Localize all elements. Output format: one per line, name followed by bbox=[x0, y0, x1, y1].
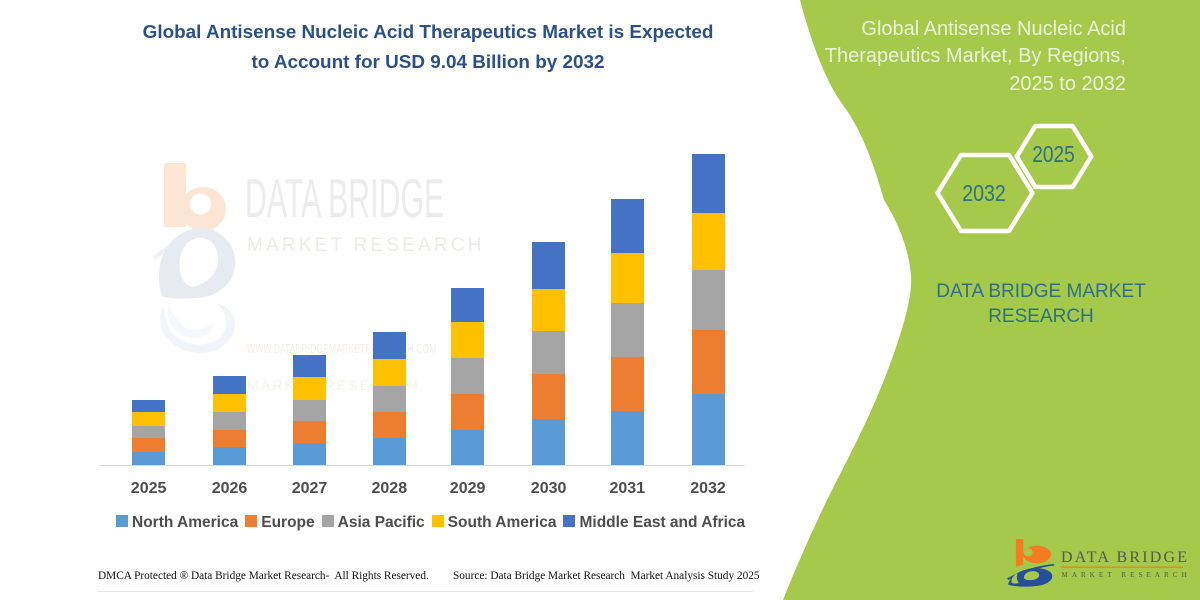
svg-text:MARKET RESEARCH: MARKET RESEARCH bbox=[1062, 571, 1191, 579]
svg-text:2032: 2032 bbox=[962, 180, 1006, 206]
svg-text:2025: 2025 bbox=[1032, 141, 1075, 167]
svg-text:DATA BRIDGE: DATA BRIDGE bbox=[1061, 549, 1189, 566]
